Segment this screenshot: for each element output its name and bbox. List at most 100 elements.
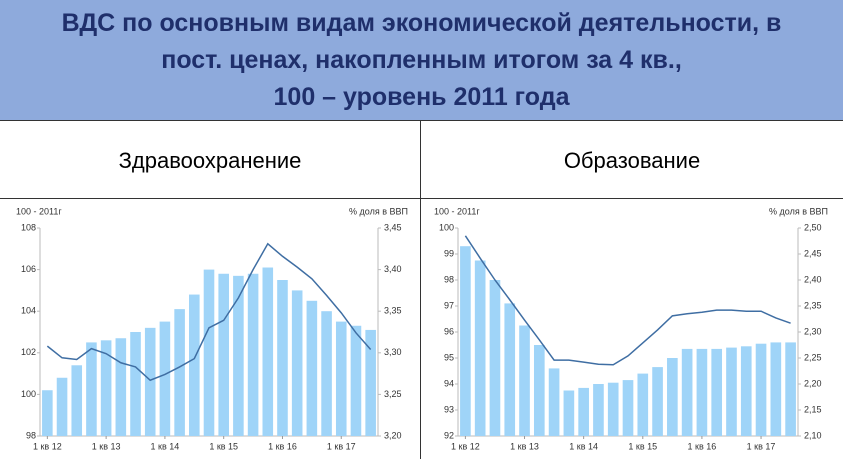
bar [519, 325, 530, 436]
bar [335, 321, 347, 436]
y2-tick-label: 2,10 [804, 430, 822, 440]
bar [696, 348, 708, 436]
bar [277, 280, 288, 436]
bar [460, 246, 471, 436]
bar [578, 387, 589, 436]
y-tick-label: 98 [26, 430, 36, 440]
bar [71, 365, 83, 436]
bar [726, 347, 737, 436]
bar [291, 290, 303, 436]
title-line: 100 – уровень 2011 года [273, 82, 570, 111]
bar [233, 275, 244, 436]
bar [755, 343, 767, 436]
bar [174, 309, 185, 436]
bar [593, 384, 604, 436]
x-tick-label: 1 кв 16 [268, 441, 297, 451]
bar [144, 327, 156, 436]
x-tick-label: 1 кв 14 [151, 441, 180, 451]
y2-axis-label: % доля в ВВП [769, 206, 828, 216]
x-tick-label: 1 кв 15 [209, 441, 238, 451]
bar [607, 382, 619, 436]
bar [637, 373, 649, 436]
bar [681, 348, 693, 436]
y-tick-label: 98 [444, 274, 454, 284]
y2-tick-label: 2,30 [804, 326, 822, 336]
title-line: ВДС по основным видам экономической деят… [61, 8, 782, 37]
y2-tick-label: 3,30 [384, 347, 402, 357]
y-tick-label: 100 [21, 389, 36, 399]
bar [740, 346, 752, 436]
bar [365, 329, 376, 436]
bar [489, 280, 501, 436]
y2-axis-label: % доля в ВВП [349, 206, 408, 216]
bar [189, 294, 200, 436]
x-tick-label: 1 кв 13 [92, 441, 121, 451]
y-axis-label: 100 - 2011г [434, 206, 480, 216]
title-line: пост. ценах, накопленным итогом за 4 кв.… [161, 45, 682, 74]
y2-tick-label: 2,15 [804, 404, 822, 414]
y-tick-label: 93 [444, 404, 454, 414]
x-tick-label: 1 кв 12 [33, 441, 62, 451]
bar [262, 267, 274, 436]
bar [548, 368, 560, 436]
bar [785, 342, 796, 436]
charts: Здравоохранение 100 - 2011г % доля в ВВП 98… [0, 120, 843, 459]
y2-tick-label: 2,20 [804, 378, 822, 388]
bar [86, 342, 97, 436]
line [46, 242, 372, 382]
bar [218, 273, 229, 436]
x-tick-label: 1 кв 16 [688, 441, 717, 451]
y-tick-label: 102 [21, 347, 36, 357]
bar [100, 340, 112, 436]
x-tick-label: 1 кв 14 [569, 441, 598, 451]
bar [533, 345, 545, 436]
y2-tick-label: 2,50 [804, 222, 822, 232]
bar [247, 273, 259, 436]
y-tick-label: 95 [444, 352, 454, 362]
y2-tick-label: 3,45 [384, 222, 402, 232]
bar [115, 338, 127, 436]
bar [667, 358, 678, 436]
y2-tick-label: 3,25 [384, 389, 402, 399]
y2-tick-label: 2,45 [804, 248, 822, 258]
bar [130, 332, 141, 436]
bar [203, 269, 215, 436]
y-axis-label: 100 - 2011г [16, 206, 62, 216]
bar [474, 260, 486, 436]
chart-subtitle: Здравоохранение [119, 148, 302, 173]
chart-subtitle: Образование [564, 148, 700, 173]
y2-tick-label: 2,35 [804, 300, 822, 310]
bar [652, 367, 663, 436]
y-tick-label: 104 [21, 306, 36, 316]
y-tick-label: 92 [444, 430, 454, 440]
x-tick-label: 1 кв 17 [747, 441, 776, 451]
bar [622, 380, 634, 436]
y2-tick-label: 3,20 [384, 430, 402, 440]
bar [350, 325, 362, 436]
y-tick-label: 99 [444, 248, 454, 258]
y-tick-label: 100 [439, 222, 454, 232]
x-tick-label: 1 кв 15 [628, 441, 657, 451]
bar [770, 342, 782, 436]
y-tick-label: 94 [444, 378, 454, 388]
bar [159, 321, 171, 436]
x-tick-label: 1 кв 12 [451, 441, 480, 451]
bar [306, 300, 318, 436]
bar [563, 390, 575, 436]
y2-tick-label: 3,35 [384, 306, 402, 316]
y-tick-label: 96 [444, 326, 454, 336]
x-tick-label: 1 кв 17 [327, 441, 356, 451]
y2-tick-label: 2,40 [804, 274, 822, 284]
line [464, 235, 791, 366]
y-tick-label: 97 [444, 300, 454, 310]
y2-tick-label: 2,25 [804, 352, 822, 362]
y2-tick-label: 3,40 [384, 264, 402, 274]
x-tick-label: 1 кв 13 [510, 441, 539, 451]
bar [56, 377, 68, 436]
y-tick-label: 106 [21, 264, 36, 274]
bar [321, 311, 332, 436]
bar [504, 303, 516, 436]
bar [711, 348, 723, 436]
header: ВДС по основным видам экономической деят… [0, 0, 843, 120]
